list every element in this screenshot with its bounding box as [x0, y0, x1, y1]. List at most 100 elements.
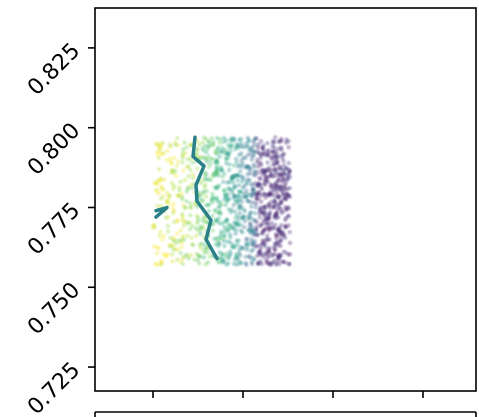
scatter-point	[251, 173, 256, 178]
scatter-point	[180, 256, 186, 261]
scatter-point	[170, 259, 175, 264]
scatter-point	[268, 191, 273, 196]
scatter-point	[205, 202, 211, 207]
scatter-point	[194, 220, 200, 226]
scatter-point	[169, 180, 174, 186]
scatter-point	[221, 258, 227, 263]
scatter-point	[279, 253, 284, 258]
scatter-point	[278, 172, 283, 177]
scatter-point	[266, 202, 272, 207]
scatter-point	[279, 229, 285, 234]
scatter-point	[227, 167, 232, 173]
scatter-point	[174, 163, 180, 168]
scatter-point	[204, 188, 209, 194]
scatter-point	[168, 160, 173, 165]
scatter-point	[258, 176, 263, 181]
scatter-point	[257, 251, 262, 257]
scatter-point	[219, 168, 224, 173]
scatter-point	[217, 140, 222, 145]
scatter-point	[265, 141, 270, 146]
scatter-point	[278, 153, 284, 158]
scatter-point	[221, 188, 227, 193]
scatter-point	[190, 242, 195, 247]
scatter-point	[166, 202, 171, 207]
scatter-point	[227, 232, 233, 237]
scatter-point	[203, 173, 208, 178]
scatter-point	[273, 156, 278, 162]
scatter-point	[262, 169, 267, 174]
scatter-point	[189, 235, 194, 240]
scatter-point	[256, 142, 261, 147]
scatter-point	[167, 242, 172, 247]
scatter-point	[256, 150, 261, 156]
scatter-point	[287, 229, 292, 235]
scatter-point	[214, 157, 219, 162]
scatter-point	[206, 208, 212, 213]
scatter-point	[187, 226, 193, 232]
scatter-point	[154, 142, 160, 147]
scatter-point	[254, 224, 259, 229]
y-tick-label: 0.750	[23, 278, 85, 340]
scatter-point	[274, 210, 279, 216]
scatter-point	[247, 254, 252, 259]
scatter-point	[195, 215, 201, 220]
scatter-point	[204, 159, 210, 164]
scatter-point	[196, 228, 201, 233]
scatter-point	[238, 169, 243, 174]
scatter-point	[261, 228, 266, 233]
scatter-point	[237, 205, 243, 210]
scatter-point	[174, 241, 179, 246]
scatter-point	[283, 216, 289, 221]
scatter-point	[244, 181, 249, 187]
scatter-point	[287, 262, 292, 267]
scatter-point	[222, 243, 227, 249]
scatter-point	[231, 261, 237, 266]
scatter-point	[233, 231, 238, 236]
scatter-point	[276, 146, 282, 151]
scatter-point	[224, 217, 230, 222]
scatter-point	[205, 260, 211, 265]
scatter-point	[266, 254, 271, 260]
scatter-point	[161, 194, 166, 199]
scatter-point	[251, 149, 257, 154]
scatter-point	[203, 136, 209, 142]
scatter-point	[248, 182, 254, 187]
scatter-point	[274, 235, 279, 241]
scatter-point	[237, 215, 242, 220]
scatter-point	[180, 197, 185, 202]
scatter-point	[252, 210, 257, 216]
scatter-point	[258, 243, 263, 248]
scatter-point	[249, 237, 254, 242]
scatter-point	[229, 188, 234, 193]
scatter-point	[154, 180, 159, 185]
scatter-point	[287, 186, 292, 191]
scatter-point	[158, 145, 163, 150]
scatter-point	[237, 247, 242, 253]
scatter-point	[181, 223, 187, 228]
scatter-point	[276, 178, 281, 183]
scatter-point	[281, 167, 286, 173]
scatter-point	[248, 221, 253, 227]
scatter-point	[239, 199, 245, 204]
scatter-point	[194, 146, 199, 152]
scatter-point	[190, 172, 196, 177]
scatter-point	[161, 233, 167, 238]
scatter-point	[265, 153, 270, 158]
scatter-point	[224, 157, 229, 162]
scatter-point	[212, 207, 218, 213]
scatter-point	[176, 193, 181, 198]
y-tick-label: 0.725	[23, 358, 85, 417]
scatter-point	[184, 145, 189, 150]
scatter-point	[284, 137, 289, 142]
scatter-point	[243, 260, 248, 266]
scatter-point	[186, 174, 191, 179]
scatter-point	[162, 253, 168, 258]
scatter-point	[246, 217, 252, 222]
contour-lines	[154, 135, 219, 261]
scatter-point	[170, 242, 176, 248]
scatter-points	[150, 135, 293, 268]
scatter-point	[171, 155, 177, 160]
scatter-point	[200, 217, 205, 222]
scatter-point	[275, 207, 281, 212]
axes-frame	[94, 7, 477, 392]
